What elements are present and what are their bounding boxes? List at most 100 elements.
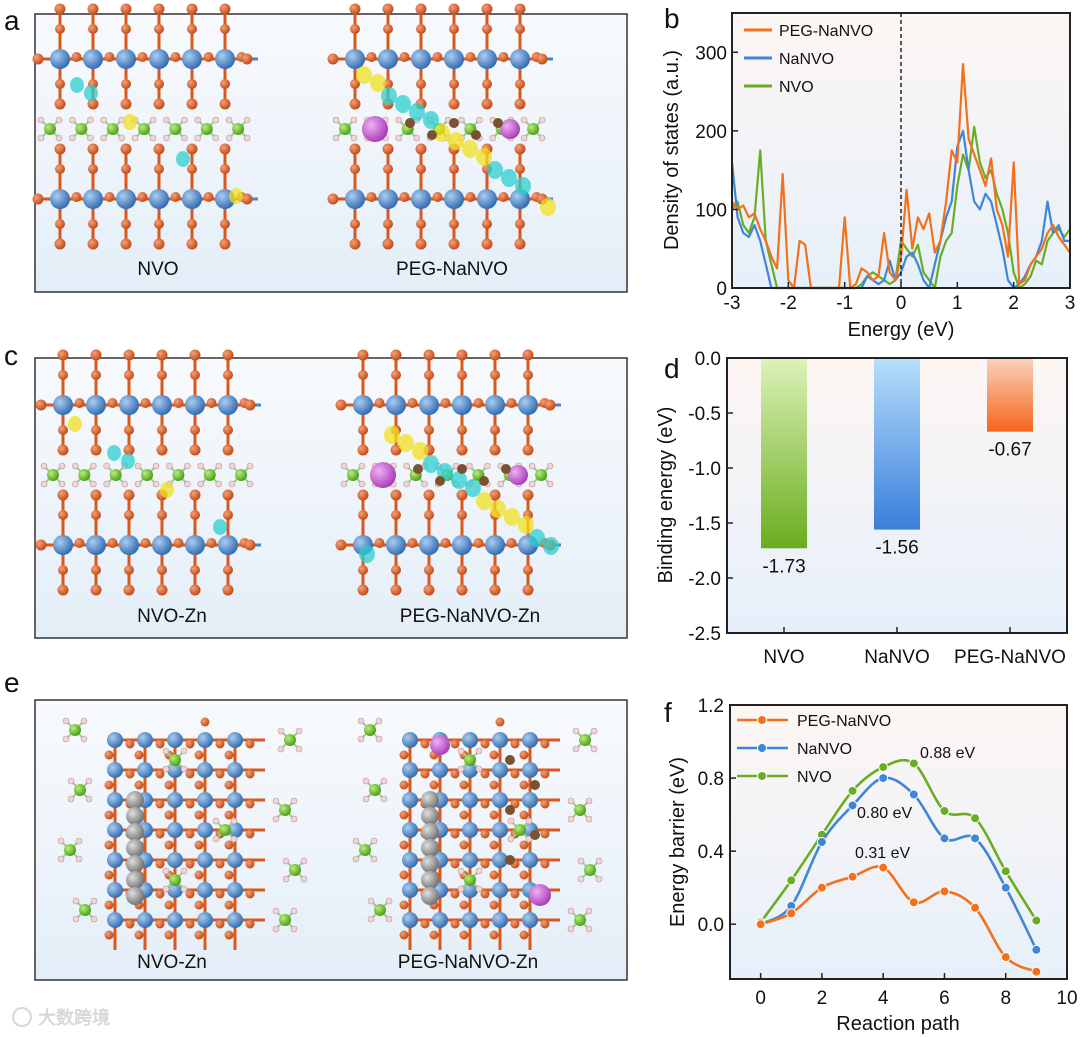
y-tick-label: 0.4 <box>698 842 725 863</box>
o-atom <box>91 370 101 380</box>
o-atom <box>120 3 132 15</box>
h-atom <box>181 134 188 142</box>
data-point <box>847 785 858 796</box>
charge-density-isosurface <box>176 151 190 167</box>
h-atom <box>538 116 546 124</box>
o-atom <box>155 889 165 899</box>
o-atom <box>35 539 47 551</box>
h-atom <box>458 116 465 124</box>
o-atom <box>187 164 197 174</box>
o-atom <box>57 349 69 361</box>
x-category-label: PEG-NaNVO <box>954 647 1066 668</box>
h-atom <box>62 717 70 725</box>
o-atom <box>349 98 361 110</box>
o-atom <box>450 919 460 929</box>
o-atom <box>88 219 98 229</box>
h-atom <box>243 134 251 142</box>
zn-atom <box>421 855 439 873</box>
o-atom <box>223 565 233 575</box>
v-atom <box>411 49 431 69</box>
o-atom <box>153 3 165 15</box>
c-atom <box>427 130 437 140</box>
o-atom <box>185 859 195 869</box>
o-atom <box>456 349 468 361</box>
h-atom <box>577 857 585 865</box>
h-atom <box>75 855 83 863</box>
h-atom <box>163 134 170 142</box>
o-atom <box>185 889 195 899</box>
o-atom <box>423 584 435 596</box>
v-atom <box>345 189 365 209</box>
o-atom <box>450 889 460 899</box>
v-atom <box>107 882 123 898</box>
data-point <box>878 762 889 773</box>
v-atom <box>86 395 106 415</box>
na-atom <box>529 884 551 906</box>
o-atom <box>540 829 550 839</box>
o-atom <box>164 810 174 820</box>
charge-density-isosurface <box>398 434 414 452</box>
o-atom <box>510 769 520 779</box>
o-atom <box>536 53 548 65</box>
h-atom <box>357 735 365 743</box>
o-atom <box>515 79 525 89</box>
h-atom <box>243 116 251 124</box>
o-atom <box>399 900 409 910</box>
h-atom <box>72 462 79 470</box>
o-atom <box>432 192 443 202</box>
o-atom <box>357 489 369 501</box>
legend-label: NVO <box>797 769 832 786</box>
h-atom <box>215 462 223 470</box>
h-atom <box>225 134 233 142</box>
h-atom <box>37 134 45 142</box>
o-atom <box>480 739 490 749</box>
y-tick-label: 0.8 <box>698 769 724 790</box>
o-atom <box>157 510 167 520</box>
legend-marker <box>757 743 767 753</box>
h-atom <box>352 837 360 845</box>
h-atom <box>121 480 128 488</box>
h-atom <box>528 480 536 488</box>
o-atom <box>450 859 460 869</box>
o-atom <box>88 24 98 34</box>
o-atom <box>104 870 114 880</box>
o-atom <box>498 52 509 62</box>
o-atom <box>449 24 459 34</box>
watermark: 大数跨境 <box>12 1007 110 1028</box>
y-tick-label: 0 <box>716 279 727 300</box>
h-atom <box>375 735 383 743</box>
charge-density-isosurface <box>409 103 425 121</box>
o-atom <box>357 584 369 596</box>
o-atom <box>155 799 165 809</box>
n-atom <box>574 914 586 926</box>
o-atom <box>510 739 520 749</box>
o-atom <box>185 799 195 809</box>
o-atom <box>399 840 409 850</box>
n-atom <box>374 904 386 916</box>
n-atom <box>109 469 122 481</box>
v-atom <box>402 822 418 838</box>
v-atom <box>485 395 505 415</box>
o-atom <box>140 538 151 548</box>
h-atom <box>507 817 515 825</box>
o-atom <box>448 238 460 250</box>
v-atom <box>227 732 243 748</box>
x-tick-label: 6 <box>939 988 950 1009</box>
o-atom <box>104 900 114 910</box>
h-atom <box>246 462 254 470</box>
peak-annotation: 0.80 eV <box>857 805 912 822</box>
x-axis-title: Reaction path <box>836 1013 959 1035</box>
o-atom <box>104 750 114 760</box>
v-atom <box>185 395 205 415</box>
o-atom <box>374 538 385 548</box>
charge-density-isosurface <box>462 140 478 158</box>
data-point <box>878 773 889 784</box>
h-atom <box>215 480 223 488</box>
o-atom <box>57 444 69 456</box>
h-atom <box>184 462 191 470</box>
o-atom <box>121 164 131 174</box>
h-atom <box>332 134 340 142</box>
h-atom <box>57 855 65 863</box>
h-atom <box>72 480 79 488</box>
h-atom <box>67 777 75 785</box>
